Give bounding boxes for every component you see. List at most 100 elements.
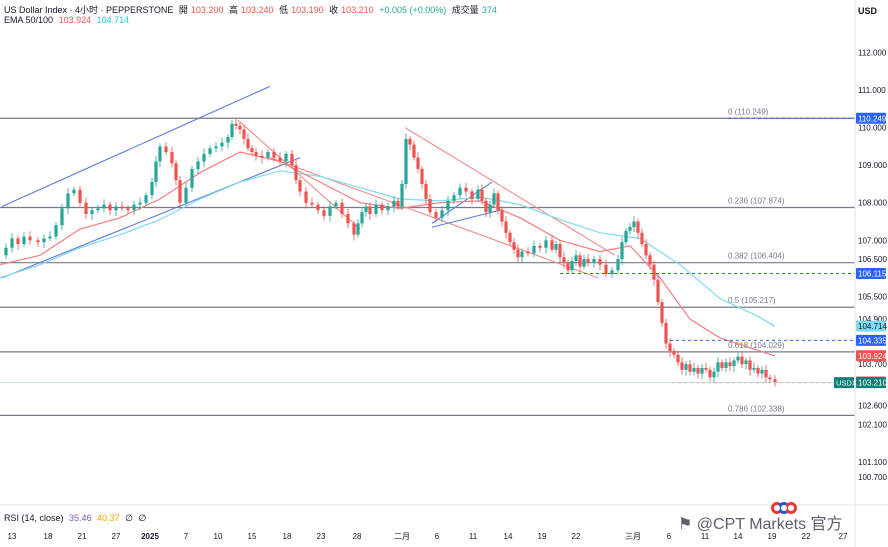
candle-body	[696, 367, 700, 374]
close-label: 收	[329, 5, 339, 15]
candle-body	[102, 204, 106, 209]
candle	[684, 361, 688, 376]
candle	[290, 149, 294, 169]
candle-body	[512, 242, 516, 250]
candle	[260, 150, 264, 164]
candle	[440, 206, 444, 223]
candle	[102, 199, 106, 213]
candle	[184, 182, 188, 206]
candle-body	[96, 208, 100, 211]
candle	[158, 143, 162, 168]
candle	[632, 216, 636, 233]
candle-body	[636, 221, 640, 233]
fib-level-label: 0.236 (107.874)	[728, 196, 785, 205]
channel-line	[237, 119, 361, 230]
price-tag-bg	[856, 112, 886, 124]
candle-body	[428, 198, 432, 213]
candle-body	[578, 255, 582, 267]
price-axis[interactable]: 112.000 111.000 110.000 109.000 108.000 107.0…	[854, 0, 887, 547]
candle	[138, 197, 142, 211]
candle-body	[386, 206, 390, 211]
rsi-label[interactable]: RSI (14, close)	[4, 513, 64, 523]
time-tick-label: 13	[8, 532, 17, 541]
candle-body	[226, 137, 230, 143]
candle-body	[484, 200, 488, 213]
price-tag-bg	[856, 320, 886, 332]
candle	[598, 254, 602, 271]
time-axis[interactable]: 13 18 21 27 2025 7 10 15 18 23 28 二月 6 11 14 19 22 三月 6 11 1…	[0, 504, 888, 541]
candle-body	[724, 362, 728, 368]
candle-body	[748, 360, 752, 370]
fibonacci-levels: 0 (110.249) 0.236 (107.874) 0.382 (106.404…	[0, 107, 855, 416]
candle	[404, 133, 408, 189]
legend-ohlc: US Dollar Index · 4小时 · PEPPERSTONE 開 103…	[4, 3, 500, 16]
candle	[773, 375, 777, 387]
low-label: 低	[279, 5, 289, 15]
candle	[346, 208, 350, 229]
price-tag: 110.249	[856, 112, 887, 124]
candle-body	[672, 351, 676, 355]
price-tick-label: 102.600	[858, 402, 887, 411]
candle	[768, 374, 772, 383]
cpt-logo-icon	[771, 502, 797, 514]
candle	[636, 218, 640, 239]
candle	[692, 362, 696, 376]
candle-body	[610, 270, 614, 275]
candle	[96, 204, 100, 214]
candle	[752, 362, 756, 373]
ema50-line	[0, 151, 776, 357]
fib-level-label: 0.382 (106.404)	[728, 252, 785, 261]
time-tick-label: 19	[768, 532, 777, 541]
rsi-value-2: 40.37	[97, 513, 120, 523]
candle-body	[752, 367, 756, 370]
time-tick-label: 6	[667, 532, 672, 541]
time-tick-label: 10	[214, 532, 223, 541]
candle-body	[196, 161, 200, 169]
candle-body	[566, 262, 570, 271]
candle	[464, 182, 468, 197]
symbol-title[interactable]: US Dollar Index · 4小时 · PEPPERSTONE	[4, 5, 174, 15]
candle-body	[744, 360, 748, 365]
candle-body	[420, 168, 424, 184]
ema-label[interactable]: EMA 50/100	[4, 15, 54, 25]
candle	[42, 234, 46, 248]
candle-body	[360, 212, 364, 224]
ema-lines	[0, 151, 776, 357]
candle	[624, 227, 628, 246]
candle	[272, 147, 276, 162]
candle	[356, 219, 360, 238]
channel-line	[404, 127, 616, 256]
candle	[434, 209, 438, 222]
candle-body	[260, 155, 264, 158]
candle-body	[364, 206, 368, 213]
candle-body	[396, 200, 400, 207]
candle-body	[230, 123, 234, 138]
candle	[28, 231, 32, 245]
candle	[340, 198, 344, 218]
candle-body	[728, 362, 732, 367]
candle	[400, 179, 404, 211]
candle-body	[586, 259, 590, 263]
candle-body	[773, 379, 777, 383]
candle	[420, 165, 424, 189]
candle-body	[760, 369, 764, 374]
candle-body	[72, 189, 76, 194]
open-value: 103.200	[190, 5, 224, 15]
candle-body	[108, 204, 112, 211]
candle-body	[550, 240, 554, 250]
candle-body	[424, 183, 428, 199]
currency-label[interactable]: USD	[858, 6, 878, 16]
candle	[230, 119, 234, 141]
candle-body	[368, 206, 372, 214]
candle	[732, 357, 736, 372]
rsi-value-4: ∅	[138, 513, 147, 523]
candle	[208, 145, 212, 157]
candle	[604, 259, 608, 278]
candle-body	[740, 356, 744, 365]
candle	[54, 222, 58, 241]
price-tag: 106.115	[856, 268, 887, 280]
candle-body	[716, 362, 720, 372]
candle-body	[144, 195, 148, 203]
candle-body	[220, 142, 224, 147]
